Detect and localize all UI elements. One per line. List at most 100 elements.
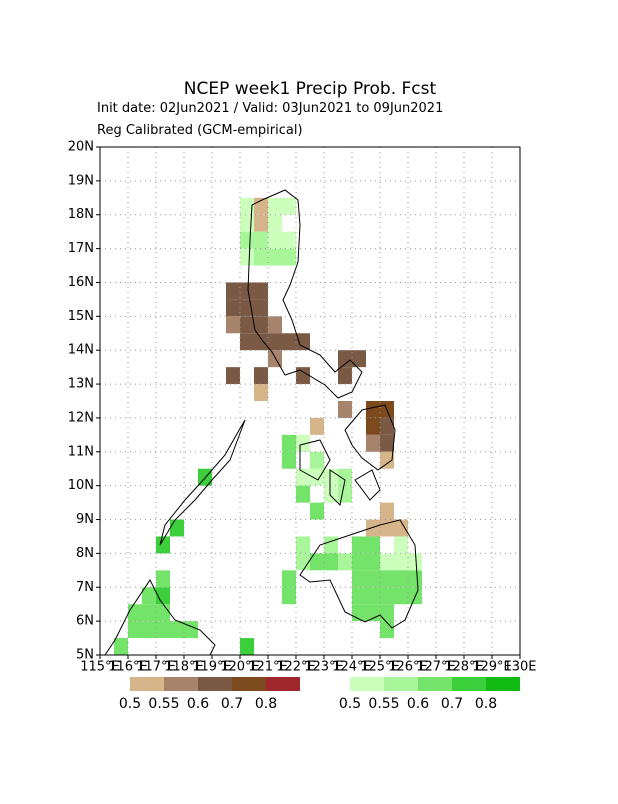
lon-label: 130E <box>503 660 536 675</box>
prob-cell <box>296 485 310 503</box>
lat-label: 14N <box>68 343 94 358</box>
prob-cell <box>366 519 380 537</box>
prob-cell <box>324 553 338 571</box>
prob-cell <box>394 519 408 537</box>
prob-cell <box>268 197 282 215</box>
prob-cell <box>338 350 352 368</box>
prob-cell <box>254 214 268 232</box>
prob-cell <box>310 417 324 435</box>
prob-cell <box>240 333 254 351</box>
coastline <box>104 189 419 656</box>
colorbar-label: 0.55 <box>148 696 179 712</box>
prob-cell <box>226 367 240 385</box>
lon-label: 123°E <box>304 660 344 675</box>
lon-label: 119°E <box>192 660 232 675</box>
map-frame <box>99 146 521 656</box>
prob-cell <box>268 214 282 232</box>
colorbar-label: 0.6 <box>187 696 209 712</box>
prob-cell <box>254 367 268 385</box>
prob-cell <box>338 468 352 486</box>
lon-label: 126°E <box>388 660 428 675</box>
lon-label: 116°E <box>108 660 148 675</box>
colorbar-box <box>164 677 198 691</box>
colorbar-label: 0.5 <box>119 696 141 712</box>
prob-cell <box>380 434 394 452</box>
prob-cell <box>156 621 170 639</box>
colorbar-label: 0.6 <box>407 696 429 712</box>
title: NCEP week1 Precip Prob. Fcst <box>184 79 437 99</box>
prob-cell <box>380 570 394 588</box>
lon-label: 125°E <box>360 660 400 675</box>
lon-label: 118°E <box>164 660 204 675</box>
prob-cell <box>240 197 254 215</box>
lat-label: 15N <box>68 309 94 324</box>
colorbar-box <box>452 677 486 691</box>
prob-cell <box>254 231 268 249</box>
prob-cell <box>296 367 310 385</box>
prob-cell <box>282 587 296 605</box>
prob-cell <box>282 248 296 266</box>
colorbar-box <box>130 677 164 691</box>
prob-cell <box>142 604 156 622</box>
prob-cell <box>254 282 268 300</box>
lon-label: 122°E <box>276 660 316 675</box>
prob-cell <box>338 553 352 571</box>
prob-cell <box>366 401 380 418</box>
prob-cell <box>394 570 408 588</box>
prob-cell <box>170 519 184 537</box>
prob-cell <box>142 587 156 605</box>
prob-cell <box>394 553 408 571</box>
colorbar-box <box>198 677 232 691</box>
lat-label: 7N <box>76 580 94 595</box>
lat-label: 19N <box>68 173 94 188</box>
prob-cell <box>324 536 338 554</box>
prob-cell <box>338 401 352 418</box>
prob-cell <box>226 299 240 317</box>
prob-cell <box>296 468 310 486</box>
colorbar-label: 0.7 <box>221 696 243 712</box>
prob-cell <box>296 333 310 351</box>
prob-cell <box>240 248 254 266</box>
lat-label: 17N <box>68 241 94 256</box>
lat-label: 8N <box>76 546 94 561</box>
prob-cell <box>268 350 282 368</box>
prob-cell <box>254 248 268 266</box>
prob-cell <box>338 367 352 385</box>
colorbar-label: 0.8 <box>475 696 497 712</box>
lat-label: 9N <box>76 512 94 527</box>
prob-cell <box>394 587 408 605</box>
lat-label: 13N <box>68 377 94 392</box>
ticks: 115°E116°E117°E118°E119°E120°E121°E122°E… <box>68 140 537 675</box>
prob-cell <box>226 282 240 300</box>
colorbar-label: 0.7 <box>441 696 463 712</box>
prob-cell <box>352 587 366 605</box>
colorbar-box <box>232 677 266 691</box>
prob-cell <box>394 536 408 554</box>
prob-cell <box>352 553 366 571</box>
prob-cell <box>268 316 282 334</box>
prob-cell <box>380 553 394 571</box>
prob-cell <box>268 231 282 249</box>
colorbar-box <box>266 677 300 691</box>
prob-cell <box>366 417 380 435</box>
lon-label: 115°E <box>80 660 120 675</box>
prob-cell <box>282 333 296 351</box>
prob-cell <box>240 214 254 232</box>
prob-cell <box>254 333 268 351</box>
prob-cell <box>366 536 380 554</box>
lat-label: 16N <box>68 275 94 290</box>
prob-cell <box>408 553 422 571</box>
lat-label: 20N <box>68 140 94 155</box>
prob-cell <box>324 485 338 503</box>
subtitle: Init date: 02Jun2021 / Valid: 03Jun2021 … <box>97 101 443 116</box>
prob-cell <box>310 451 324 469</box>
prob-cell <box>254 316 268 334</box>
prob-cell <box>310 502 324 520</box>
prob-cell <box>240 231 254 249</box>
prob-cell <box>366 587 380 605</box>
lon-label: 121°E <box>248 660 288 675</box>
prob-cell <box>268 333 282 351</box>
prob-cell <box>282 451 296 469</box>
lon-label: 120°E <box>220 660 260 675</box>
note: Reg Calibrated (GCM-empirical) <box>97 123 303 138</box>
